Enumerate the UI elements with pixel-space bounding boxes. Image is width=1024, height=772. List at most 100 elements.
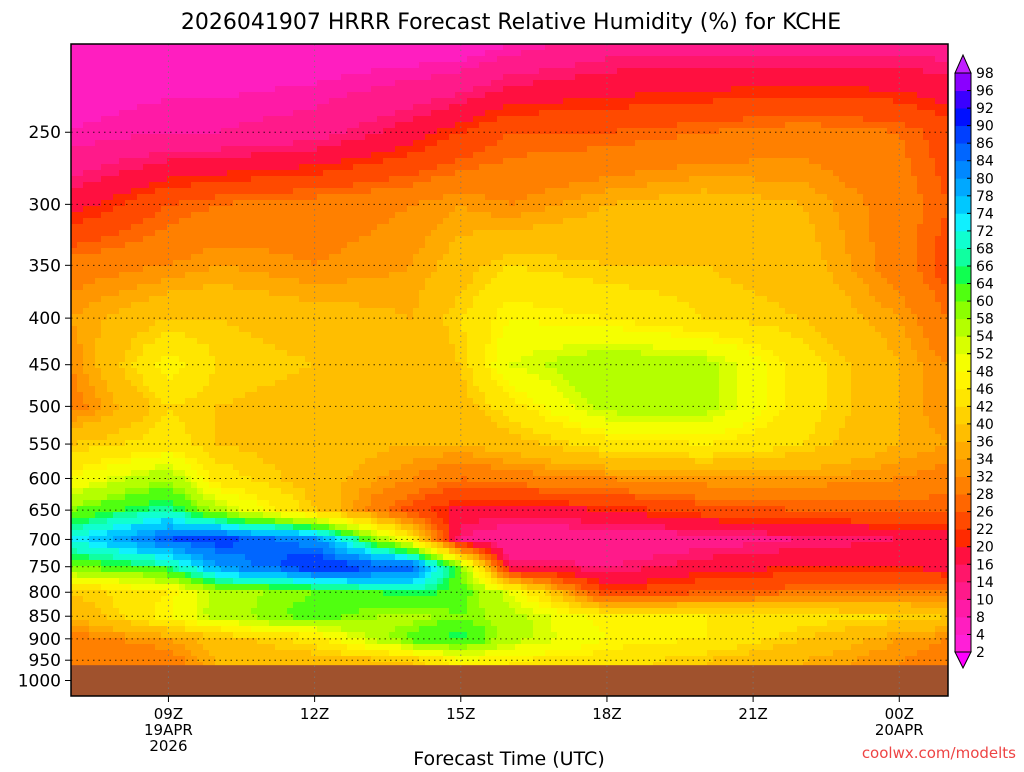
y-tick-label-500: 500 (29, 397, 61, 417)
colorbar-band-52-54 (955, 336, 971, 354)
y-tick-label-700: 700 (29, 530, 61, 550)
x-tick-label-21Z: 21Z (738, 705, 767, 723)
colorbar-label-96: 96 (976, 84, 994, 100)
colorbar-band-68-72 (955, 231, 971, 249)
colorbar-label-22: 22 (976, 522, 994, 538)
colorbar-band-66-68 (955, 248, 971, 266)
colorbar-band-34-36 (955, 441, 971, 459)
colorbar-label-32: 32 (976, 470, 994, 486)
y-tick-label-800: 800 (29, 583, 61, 603)
colorbar-band-10-14 (955, 582, 971, 600)
colorbar-label-20: 20 (976, 540, 994, 556)
colorbar-label-58: 58 (976, 312, 994, 328)
below-ground-region (71, 665, 948, 696)
colorbar-band-64-66 (955, 266, 971, 284)
colorbar-band-58-60 (955, 301, 971, 319)
rh-field (71, 44, 954, 699)
colorbar-band-14-16 (955, 564, 971, 582)
colorbar-label-54: 54 (976, 329, 994, 345)
colorbar-label-90: 90 (976, 119, 994, 135)
colorbar-label-68: 68 (976, 241, 994, 257)
colorbar-label-80: 80 (976, 171, 994, 187)
colorbar-label-84: 84 (976, 154, 994, 170)
x-axis-label: Forecast Time (UTC) (413, 748, 604, 768)
colorbar-band-36-40 (955, 424, 971, 442)
colorbar-band-90-92 (955, 108, 971, 126)
colorbar-label-2: 2 (976, 645, 985, 661)
y-tick-label-900: 900 (29, 630, 61, 650)
colorbar-label-72: 72 (976, 224, 994, 240)
colorbar-band-16-20 (955, 547, 971, 565)
colorbar-label-52: 52 (976, 347, 994, 363)
y-tick-label-250: 250 (29, 123, 61, 143)
colorbar-label-16: 16 (976, 557, 994, 573)
colorbar-label-28: 28 (976, 487, 994, 503)
colorbar-band-86-90 (955, 126, 971, 144)
colorbar-label-60: 60 (976, 294, 994, 310)
colorbar-label-92: 92 (976, 101, 994, 117)
colorbar-band-42-46 (955, 389, 971, 407)
colorbar-band-96-98 (955, 73, 971, 91)
watermark: coolwx.com/modelts (862, 744, 1016, 762)
y-tick-label-350: 350 (29, 256, 61, 276)
colorbar-band-40-42 (955, 406, 971, 424)
colorbar-band-8-10 (955, 599, 971, 617)
y-tick-label-650: 650 (29, 501, 61, 521)
colorbar-band-20-22 (955, 529, 971, 547)
ground-fill (71, 665, 948, 696)
colorbar-label-36: 36 (976, 434, 994, 450)
colorbar-label-78: 78 (976, 189, 994, 205)
colorbar-label-14: 14 (976, 575, 994, 591)
colorbar-band-2-4 (955, 634, 971, 652)
colorbar-band-48-52 (955, 354, 971, 372)
y-tick-label-850: 850 (29, 607, 61, 627)
colorbar-min-arrow (955, 652, 971, 668)
colorbar-band-80-84 (955, 161, 971, 179)
colorbar-band-78-80 (955, 178, 971, 196)
colorbar-band-84-86 (955, 143, 971, 161)
colorbar-label-98: 98 (976, 66, 994, 82)
y-tick-label-450: 450 (29, 356, 61, 376)
colorbar-band-4-8 (955, 617, 971, 635)
colorbar-label-48: 48 (976, 364, 994, 380)
colorbar-max-arrow (955, 55, 971, 73)
y-tick-label-300: 300 (29, 195, 61, 215)
colorbar-band-60-64 (955, 284, 971, 302)
colorbar-band-46-48 (955, 371, 971, 389)
x-tick-label-2026: 2026 (149, 737, 187, 755)
colorbar-band-54-58 (955, 319, 971, 337)
colorbar-band-72-74 (955, 213, 971, 231)
colorbar-band-32-34 (955, 459, 971, 477)
colorbar-band-26-28 (955, 494, 971, 512)
colorbar-label-26: 26 (976, 505, 994, 521)
colorbar-label-8: 8 (976, 610, 985, 626)
colorbar-band-74-78 (955, 196, 971, 214)
colorbar-label-42: 42 (976, 399, 994, 415)
colorbar-label-34: 34 (976, 452, 994, 468)
colorbar-label-4: 4 (976, 627, 985, 643)
colorbar-label-40: 40 (976, 417, 994, 433)
y-tick-label-600: 600 (29, 469, 61, 489)
x-tick-label-15Z: 15Z (446, 705, 475, 723)
y-tick-label-750: 750 (29, 558, 61, 578)
y-tick-label-950: 950 (29, 651, 61, 671)
colorbar-band-92-96 (955, 91, 971, 109)
y-tick-label-400: 400 (29, 309, 61, 329)
x-tick-label-12Z: 12Z (300, 705, 329, 723)
colorbar-label-10: 10 (976, 592, 994, 608)
colorbar-label-66: 66 (976, 259, 994, 275)
colorbar-label-46: 46 (976, 382, 994, 398)
pressure-axis: 250 300 350 400 450 500 550 600 650 700 750 800 850 9… (18, 123, 71, 691)
y-tick-label-1000: 1000 (18, 671, 61, 691)
colorbar-band-22-26 (955, 512, 971, 530)
colorbar-label-64: 64 (976, 277, 994, 293)
colorbar-label-74: 74 (976, 206, 994, 222)
colorbar-band-28-32 (955, 477, 971, 495)
x-tick-label-18Z: 18Z (592, 705, 621, 723)
colorbar-label-86: 86 (976, 136, 994, 152)
y-tick-label-550: 550 (29, 435, 61, 455)
x-tick-label-20APR: 20APR (875, 721, 924, 739)
